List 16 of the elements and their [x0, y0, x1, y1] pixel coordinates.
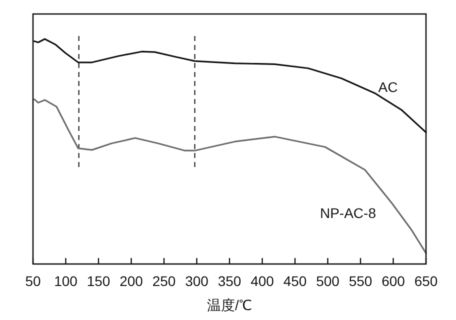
x-tick-label: 100 [54, 273, 78, 289]
x-tick-label: 200 [120, 273, 144, 289]
x-tick-label: 350 [218, 273, 242, 289]
series-label: NP-AC-8 [320, 205, 376, 221]
x-tick-label: 600 [382, 273, 406, 289]
x-tick-label: 650 [414, 273, 438, 289]
x-axis-title: 温度/℃ [207, 297, 252, 313]
x-tick-label: 150 [86, 273, 110, 289]
x-tick-label: 250 [152, 273, 176, 289]
series-label: AC [378, 79, 398, 95]
x-tick-label: 550 [348, 273, 372, 289]
x-tick-label: 450 [283, 273, 307, 289]
x-tick-label: 400 [250, 273, 274, 289]
x-tick-label: 300 [185, 273, 209, 289]
x-tick-label: 50 [25, 273, 41, 289]
x-tick-label: 500 [316, 273, 340, 289]
